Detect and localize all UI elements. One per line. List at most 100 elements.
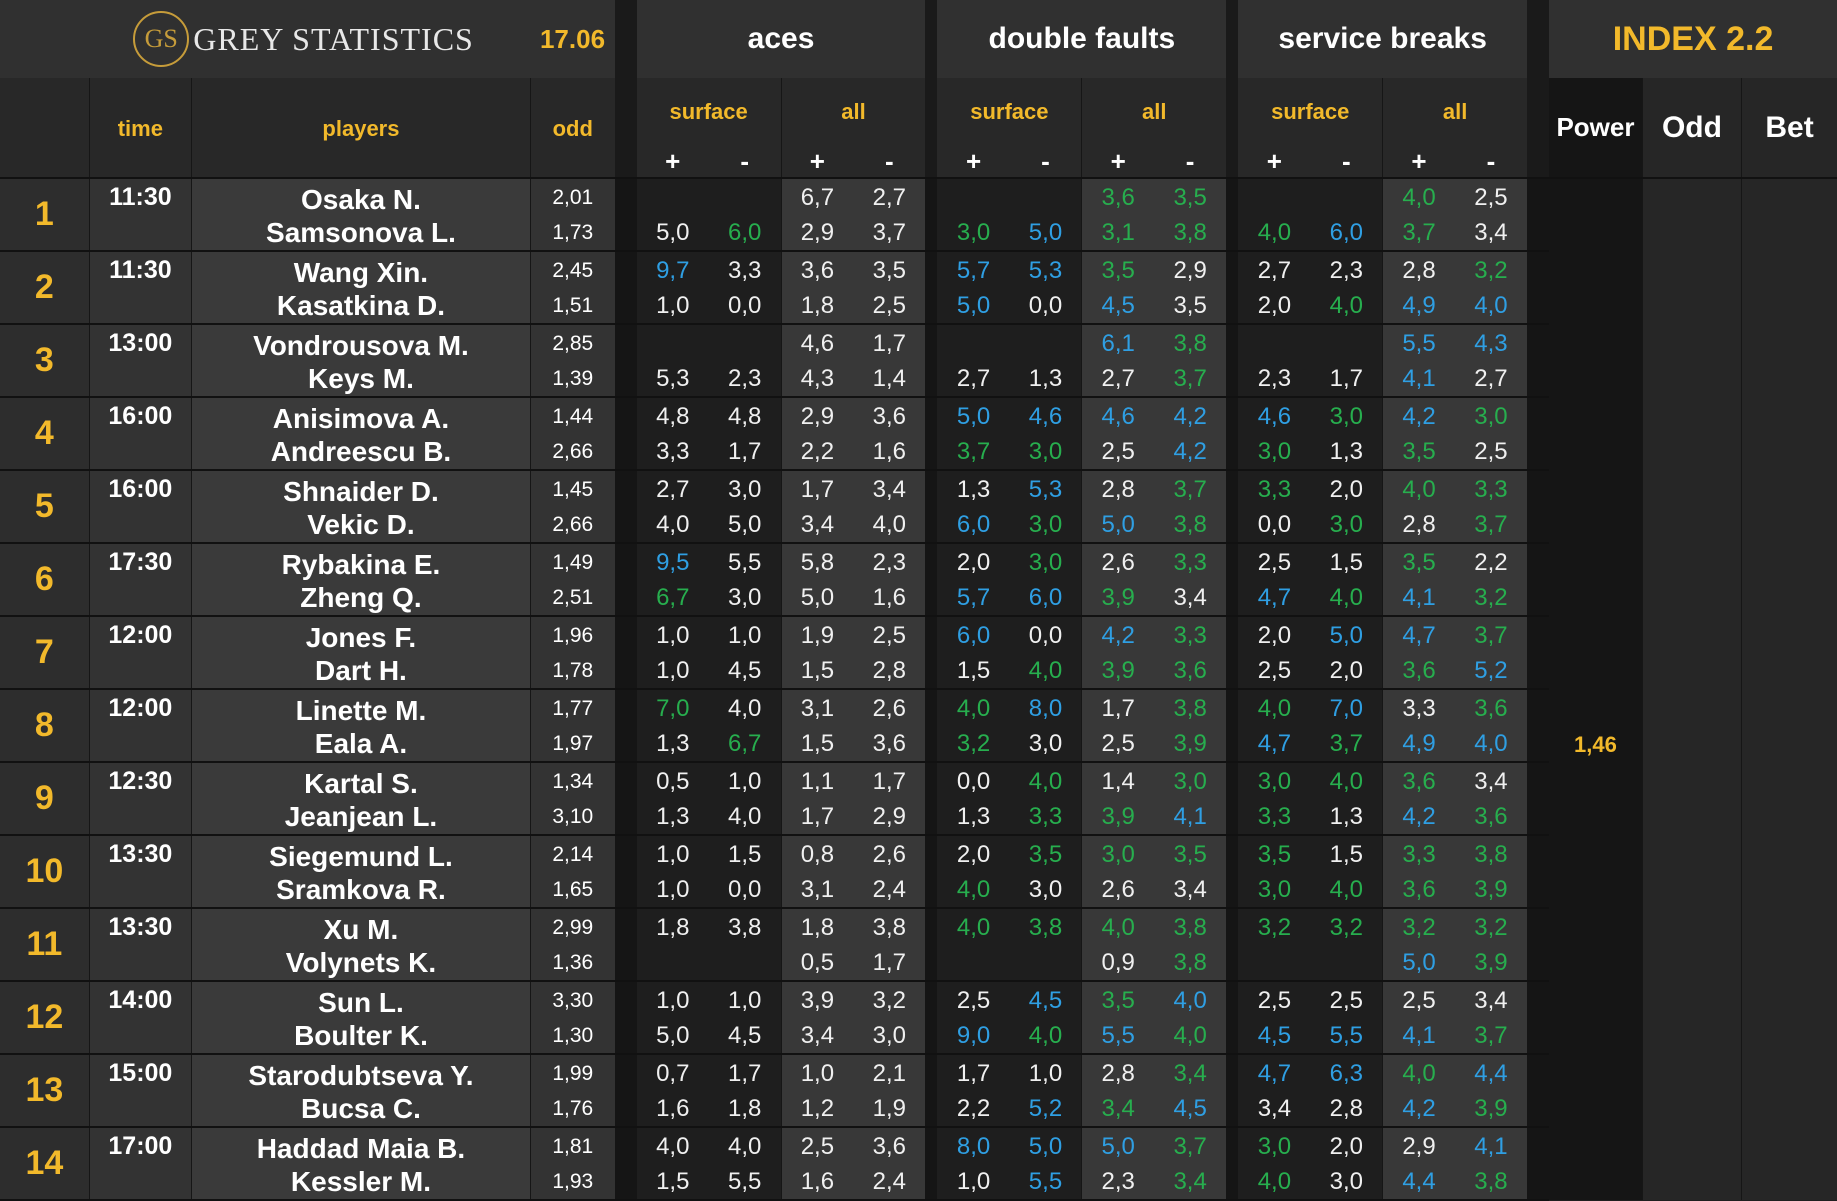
sb-surface-plus: 4,0 [1238, 689, 1311, 728]
match-number: 3 [0, 324, 90, 398]
df-all-minus: 3,4 [1154, 1165, 1227, 1201]
match-number: 11 [0, 908, 90, 982]
power-value [1549, 981, 1643, 1054]
aces-surface-minus: 4,5 [708, 1019, 782, 1055]
player-odd: 1,51 [529, 289, 615, 325]
bet-cell [1741, 397, 1837, 470]
df-all-minus: 3,5 [1154, 835, 1227, 874]
aces-surface-header: surface [636, 78, 782, 146]
aces-all-plus: 3,9 [780, 981, 854, 1020]
df-all-plus: 3,5 [1081, 251, 1155, 290]
sb-surface-plus [1238, 324, 1311, 363]
aces-surface-minus: 5,0 [708, 508, 782, 544]
aces-header: aces [636, 0, 926, 78]
match-time: 13:30 [88, 908, 192, 982]
aces-all-minus: 1,7 [853, 762, 926, 801]
sb-all-minus: 2,2 [1454, 543, 1528, 582]
df-all-plus: 4,0 [1081, 908, 1155, 947]
player-name: Keys M. [191, 362, 531, 398]
player-row: Andreescu B. 2,66 3,3 1,7 2,2 1,6 3,7 3,0 2,5 4,2… [0, 435, 1837, 471]
df-surface-plus: 2,0 [937, 543, 1010, 582]
df-surface-plus: 8,0 [937, 1127, 1010, 1166]
sb-surface-minus: 2,8 [1310, 1092, 1383, 1128]
sb-all-plus: 3,2 [1382, 908, 1455, 947]
match-number: 1 [0, 178, 90, 252]
aces-all-minus: 3,0 [853, 1019, 926, 1055]
sb-surface-plus: 4,7 [1238, 581, 1311, 617]
df-all-plus: 3,9 [1081, 800, 1155, 836]
df-surface-plus: 4,0 [937, 908, 1010, 947]
df-surface-plus [937, 946, 1010, 982]
df-surface-plus: 5,0 [937, 289, 1010, 325]
sb-all-minus: 3,4 [1454, 762, 1528, 801]
df-all-minus: 3,7 [1154, 362, 1227, 398]
aces-all-minus: 3,6 [853, 727, 926, 763]
sb-all-minus: 3,2 [1454, 581, 1528, 617]
df-all-minus: 3,0 [1154, 762, 1227, 801]
df-surface-plus: 1,3 [937, 800, 1010, 836]
sb-surface-minus: 6,0 [1310, 216, 1383, 252]
player-odd: 3,10 [529, 800, 615, 836]
sb-all-minus: 3,6 [1454, 800, 1528, 836]
aces-all-minus: 3,6 [853, 397, 926, 436]
aces-all-minus: 3,6 [853, 1127, 926, 1166]
player-odd: 1,34 [529, 762, 615, 801]
sb-surface-minus: 1,5 [1310, 835, 1383, 874]
player-row: 9 12:30 Kartal S. 1,34 0,5 1,0 1,1 1,7 0,0 4,0 1,4… [0, 762, 1837, 836]
df-surface-plus: 1,7 [937, 1054, 1010, 1093]
player-name: Kessler M. [191, 1165, 531, 1201]
player-odd: 1,96 [529, 616, 615, 655]
sb-all-minus: 3,2 [1454, 908, 1528, 947]
aces-surface-plus: 0,5 [636, 762, 709, 801]
sb-all-plus: 4,1 [1382, 362, 1455, 398]
aces-surface-plus: 1,0 [636, 981, 709, 1020]
aces-surface-plus: 3,3 [636, 435, 709, 471]
aces-surface-minus: 3,8 [708, 908, 782, 947]
power-value [1549, 762, 1643, 835]
aces-all-plus: 5,0 [780, 581, 854, 617]
match-time: 11:30 [88, 251, 192, 325]
sb-all-plus: 4,0 [1382, 470, 1455, 509]
player-name: Jeanjean L. [191, 800, 531, 836]
sb-all-minus: 2,5 [1454, 435, 1528, 471]
df-surface-minus: 3,0 [1009, 727, 1082, 763]
index-odd-cell [1641, 397, 1742, 470]
aces-all-plus: 2,2 [780, 435, 854, 471]
bet-cell [1741, 689, 1837, 762]
aces-all-minus: 1,6 [853, 581, 926, 617]
player-odd: 2,45 [529, 251, 615, 290]
df-all-plus: 1,7 [1081, 689, 1155, 728]
match-time: 11:30 [88, 178, 192, 252]
player-row: 10 13:30 Siegemund L. 2,14 1,0 1,5 0,8 2,6 2,0 3,… [0, 835, 1837, 909]
df-all-minus: 2,9 [1154, 251, 1227, 290]
df-surface-plus [937, 178, 1010, 217]
sb-surface-plus: 4,5 [1238, 1019, 1311, 1055]
sb-all-header: all [1382, 78, 1528, 146]
bet-cell [1741, 908, 1837, 981]
bet-column-header: Bet [1741, 78, 1837, 178]
player-row: Dart H. 1,78 1,0 4,5 1,5 2,8 1,5 4,0 3,9 3,6 2,5 2,… [0, 654, 1837, 690]
df-all-minus: 4,0 [1154, 981, 1227, 1020]
sb-surface-minus: 6,3 [1310, 1054, 1383, 1093]
sb-surface-minus: 3,0 [1310, 397, 1383, 436]
df-all-plus: 4,6 [1081, 397, 1155, 436]
df-surface-plus: 4,0 [937, 873, 1010, 909]
sb-all-minus: 4,1 [1454, 1127, 1528, 1166]
df-surface-minus: 3,5 [1009, 835, 1082, 874]
aces-surface-plus: 7,0 [636, 689, 709, 728]
aces-surface-minus: 6,0 [708, 216, 782, 252]
gs-logo-icon: GS [133, 11, 190, 67]
aces-surface-plus: 1,5 [636, 1165, 709, 1201]
aces-all-plus: 2,9 [780, 216, 854, 252]
aces-surface-plus: 2,7 [636, 470, 709, 509]
df-all-minus: 4,0 [1154, 1019, 1227, 1055]
bet-cell [1741, 1127, 1837, 1200]
aces-all-plus: 1,1 [780, 762, 854, 801]
aces-all-minus: 2,6 [853, 835, 926, 874]
sb-all-plus: 2,8 [1382, 508, 1455, 544]
player-odd: 1,44 [529, 397, 615, 436]
sb-surface-plus: 3,4 [1238, 1092, 1311, 1128]
aces-all-plus: 3,4 [780, 508, 854, 544]
df-all-minus: 3,8 [1154, 946, 1227, 982]
player-row: 2 11:30 Wang Xin. 2,45 9,7 3,3 3,6 3,5 5,7 5,3 3,5… [0, 251, 1837, 325]
